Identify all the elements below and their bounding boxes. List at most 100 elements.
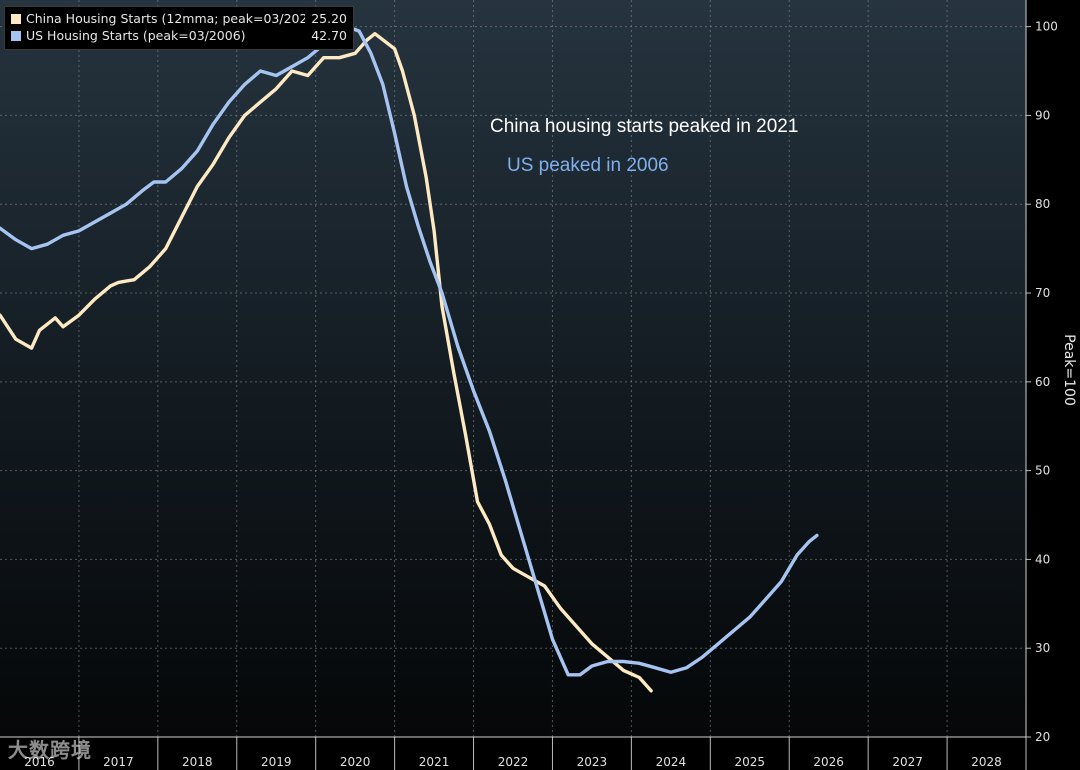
- data-point-china: [622, 669, 625, 672]
- legend-label-us: US Housing Starts (peak=03/2006): [26, 28, 246, 43]
- data-point-us: [669, 670, 673, 674]
- data-point-china: [53, 316, 57, 320]
- legend-item-china: China Housing Starts (12mma; peak=03/202…: [11, 10, 347, 27]
- data-point-china: [117, 281, 120, 284]
- data-point-us: [405, 185, 408, 188]
- data-point-us: [30, 247, 33, 251]
- x-tick-label: 2027: [892, 755, 923, 769]
- data-point-us: [306, 56, 310, 60]
- data-point-china: [338, 56, 341, 60]
- data-point-china: [77, 313, 81, 317]
- data-point-us: [732, 629, 736, 632]
- data-point-china: [164, 247, 168, 251]
- data-point-china: [452, 371, 456, 375]
- data-point-china: [511, 566, 515, 570]
- data-point-us: [815, 534, 819, 537]
- data-point-us: [503, 478, 507, 481]
- data-point-us: [61, 233, 65, 237]
- plot-background: [0, 0, 1026, 737]
- data-point-us: [606, 660, 610, 663]
- y-tick-label: 70: [1035, 286, 1050, 300]
- y-tick-label: 100: [1035, 20, 1058, 34]
- data-point-us: [109, 211, 112, 215]
- data-point-us: [274, 74, 278, 77]
- data-point-china: [322, 56, 325, 60]
- data-point-china: [393, 47, 396, 51]
- data-point-china: [432, 229, 436, 233]
- data-point-china: [109, 284, 112, 288]
- y-tick-label: 30: [1035, 641, 1050, 655]
- data-point-china: [649, 689, 653, 693]
- x-tick-label: 2023: [577, 755, 608, 769]
- data-point-us: [259, 69, 262, 73]
- data-point-china: [180, 216, 183, 219]
- data-point-china: [606, 655, 610, 659]
- y-tick-label: 60: [1035, 375, 1050, 389]
- annotations: China housing starts peaked in 2021 US pe…: [490, 116, 798, 176]
- data-point-us: [764, 598, 767, 601]
- data-point-us: [487, 429, 491, 433]
- data-point-china: [30, 346, 33, 350]
- data-point-us: [590, 664, 594, 668]
- data-point-us: [243, 83, 247, 86]
- data-point-china: [211, 162, 215, 166]
- annotation-us-peak: US peaked in 2006: [507, 155, 669, 176]
- legend: China Housing Starts (12mma; peak=03/202…: [4, 6, 354, 50]
- data-point-china: [590, 642, 594, 646]
- data-point-china: [487, 522, 491, 526]
- data-point-china: [574, 624, 578, 628]
- y-tick-label: 20: [1035, 730, 1050, 744]
- data-point-us: [77, 229, 81, 233]
- data-point-us: [211, 122, 215, 126]
- data-point-china: [259, 100, 262, 104]
- data-point-us: [428, 260, 432, 264]
- x-tick-label: 2018: [182, 755, 213, 769]
- data-point-us: [164, 180, 168, 184]
- data-point-china: [559, 606, 562, 610]
- data-point-china: [543, 584, 546, 588]
- legend-swatch-us: [11, 30, 21, 41]
- x-tick-label: 2028: [971, 755, 1002, 769]
- data-point-us: [748, 615, 752, 619]
- data-point-us: [124, 202, 128, 206]
- y-tick-label: 50: [1035, 464, 1050, 478]
- data-point-china: [148, 265, 152, 268]
- data-point-china: [0, 313, 2, 317]
- x-tick-label: 2025: [734, 755, 765, 769]
- data-point-us: [369, 51, 373, 55]
- data-point-china: [306, 74, 310, 77]
- data-point-china: [290, 69, 294, 73]
- data-point-us: [180, 167, 183, 171]
- data-point-us: [578, 673, 582, 677]
- data-point-china: [440, 304, 444, 308]
- data-point-china: [373, 32, 377, 36]
- data-point-us: [440, 291, 444, 295]
- data-point-us: [140, 189, 144, 193]
- data-point-china: [637, 676, 641, 679]
- data-point-china: [38, 328, 41, 332]
- data-point-us: [416, 225, 420, 228]
- data-point-us: [566, 673, 570, 677]
- data-point-china: [243, 114, 247, 117]
- data-point-us: [290, 65, 294, 68]
- series: [0, 24, 819, 693]
- data-point-us: [472, 389, 475, 393]
- data-point-china: [412, 114, 416, 117]
- x-tick-label: 2016: [24, 755, 55, 769]
- data-point-us: [637, 661, 641, 665]
- data-point-china: [353, 51, 357, 55]
- y-tick-label: 80: [1035, 197, 1050, 211]
- data-point-us: [152, 180, 156, 184]
- x-tick-label: 2019: [261, 755, 292, 769]
- data-point-china: [61, 325, 65, 329]
- data-point-us: [393, 131, 396, 135]
- data-point-china: [14, 337, 18, 341]
- x-tick-label: 2020: [340, 755, 371, 769]
- data-point-china: [227, 136, 231, 140]
- y-axis-label: Peak=100: [1061, 334, 1077, 406]
- y-tick-label: 90: [1035, 108, 1050, 122]
- data-point-china: [424, 176, 428, 180]
- data-point-us: [357, 29, 361, 33]
- legend-label-china: China Housing Starts (12mma; peak=03/202…: [26, 11, 306, 26]
